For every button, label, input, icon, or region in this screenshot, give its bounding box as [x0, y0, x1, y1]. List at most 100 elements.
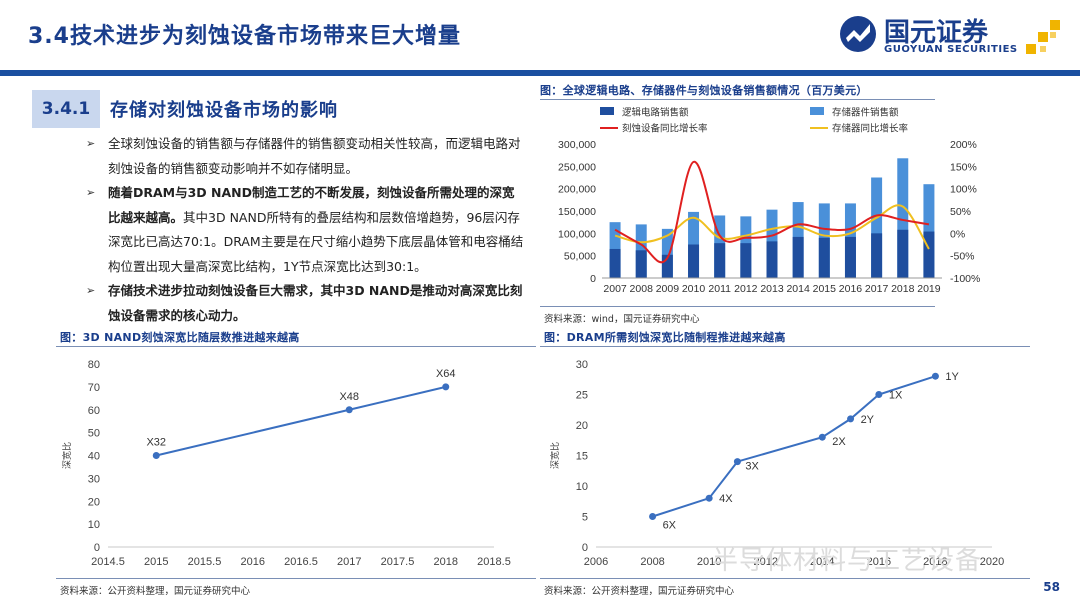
section-number-box — [32, 90, 100, 128]
x-tick-label: 2009 — [656, 283, 680, 295]
x-tick-label: 2017 — [865, 283, 889, 295]
data-point — [818, 433, 826, 441]
logic-bar — [818, 237, 830, 278]
x-tick-label: 2017 — [337, 556, 361, 568]
x-tick-label: 2012 — [753, 556, 777, 568]
bullet-text: 其中3D NAND所特有的叠层结构和层数倍增趋势，96层闪存深宽比已高达70:1… — [108, 209, 524, 274]
figure-source: 资料来源：wind，国元证券研究中心 — [544, 314, 700, 325]
series-line — [156, 385, 446, 457]
x-tick-label: 2018.5 — [477, 556, 511, 568]
data-point — [733, 458, 741, 466]
bullet-item: ➢ 存储技术进步拉动刻蚀设备巨大需求，其中3D NAND是推动对高深宽比刻蚀设备… — [86, 279, 526, 328]
x-tick-label: 2016.5 — [284, 556, 318, 568]
x-tick-label: 2006 — [584, 556, 608, 568]
data-label: 1X — [889, 390, 903, 402]
figure-divider — [56, 578, 536, 579]
data-point — [705, 494, 713, 502]
figure-source: 资料来源：公开资料整理，国元证券研究中心 — [60, 586, 251, 597]
x-tick-label: 2018 — [923, 556, 947, 568]
legend-label: 存储器同比增长率 — [832, 123, 909, 135]
data-point — [442, 383, 450, 391]
logic-bar — [871, 233, 883, 278]
x-tick-label: 2014.5 — [91, 556, 125, 568]
figure-divider — [56, 346, 536, 347]
data-label: 4X — [719, 493, 733, 505]
bullet-item: ➢ 全球刻蚀设备的销售额与存储器件的销售额变动相关性较高，而逻辑电路对刻蚀设备的… — [86, 132, 526, 181]
x-tick-label: 2011 — [708, 283, 731, 295]
x-tick-label: 2015 — [144, 556, 168, 568]
page-number: 58 — [1043, 580, 1060, 594]
section-title: 存储对刻蚀设备市场的影响 — [110, 100, 338, 121]
logic-bar — [740, 243, 752, 278]
y-tick-label: 250,000 — [558, 161, 596, 173]
data-label: X48 — [339, 391, 359, 403]
logic-bar — [714, 243, 726, 278]
y2-tick-label: 200% — [950, 139, 977, 151]
memory-growth-line — [614, 204, 930, 250]
y-tick-label: 0 — [94, 542, 100, 554]
y-tick-label: 60 — [88, 405, 100, 417]
x-tick-label: 2015.5 — [188, 556, 222, 568]
brand-name: 国元证券 — [884, 18, 989, 48]
data-label: 6X — [663, 520, 677, 532]
x-tick-label: 2013 — [760, 283, 784, 295]
memory-bar — [923, 184, 935, 278]
x-tick-label: 2016 — [241, 556, 265, 568]
header-divider — [0, 70, 1080, 76]
data-point — [847, 415, 855, 423]
y2-tick-label: -50% — [950, 251, 975, 263]
data-label: 3X — [745, 461, 759, 473]
bullet-bold-text: 随着DRAM与3D NAND制造工艺的不断发展，刻蚀设备所需处理的深宽比越来越高… — [108, 185, 515, 225]
data-label: 1Y — [945, 371, 959, 383]
data-label: X32 — [146, 437, 166, 449]
logic-bar — [609, 248, 621, 278]
arrow-bullet-icon: ➢ — [86, 186, 96, 199]
brand-name-en: GUOYUAN SECURITIES — [884, 44, 1018, 55]
x-tick-label: 2015 — [813, 283, 837, 295]
y-tick-label: 200,000 — [558, 184, 596, 196]
y-tick-label: 10 — [88, 519, 100, 531]
x-tick-label: 2017.5 — [381, 556, 415, 568]
figure-divider — [540, 578, 1030, 579]
y-axis-label: 深宽比 — [61, 442, 72, 469]
memory-bar — [897, 158, 909, 278]
y-tick-label: 300,000 — [558, 139, 596, 151]
figure-title: 图：DRAM所需刻蚀深宽比随制程推进越来越高 — [544, 331, 786, 344]
y-tick-label: 5 — [582, 512, 588, 524]
data-point — [152, 452, 160, 459]
data-point — [649, 513, 657, 520]
arrow-bullet-icon: ➢ — [86, 284, 96, 297]
nand-chart: 0 10 20 30 40 50 60 70 80 2014.5 2015 2015.5 2016 201… — [61, 359, 511, 568]
section-number: 3.4.1 — [41, 99, 91, 119]
y-axis-label: 深宽比 — [549, 442, 560, 469]
y-tick-label: 25 — [576, 390, 588, 402]
x-tick-label: 2008 — [640, 556, 664, 568]
figure-source: 资料来源：公开资料整理，国元证券研究中心 — [544, 586, 735, 597]
y-tick-label: 20 — [576, 420, 588, 432]
logic-bar — [635, 250, 647, 278]
x-tick-label: 2016 — [839, 283, 863, 295]
x-tick-label: 2019 — [917, 283, 941, 295]
logic-bar — [792, 236, 804, 278]
x-tick-label: 2010 — [697, 556, 721, 568]
x-tick-label: 2010 — [682, 283, 706, 295]
y-tick-label: 20 — [88, 496, 100, 508]
x-tick-label: 2014 — [810, 556, 834, 568]
data-point — [345, 406, 353, 414]
y-tick-label: 15 — [576, 451, 588, 463]
y-tick-label: 100,000 — [558, 228, 596, 240]
y-tick-label: 50 — [88, 428, 100, 440]
y-tick-label: 0 — [582, 542, 588, 554]
x-tick-label: 2020 — [980, 556, 1004, 568]
figure-title: 图：全球逻辑电路、存储器件与刻蚀设备销售额情况（百万美元） — [540, 84, 868, 97]
y2-tick-label: 150% — [950, 161, 977, 173]
x-tick-label: 2016 — [867, 556, 891, 568]
y-tick-label: 150,000 — [558, 206, 596, 218]
x-tick-label: 2007 — [603, 283, 627, 295]
logic-bar — [688, 244, 700, 278]
memory-bar — [661, 228, 673, 278]
logic-bar — [897, 229, 909, 278]
figure-divider — [540, 346, 1030, 347]
data-point — [931, 372, 939, 380]
